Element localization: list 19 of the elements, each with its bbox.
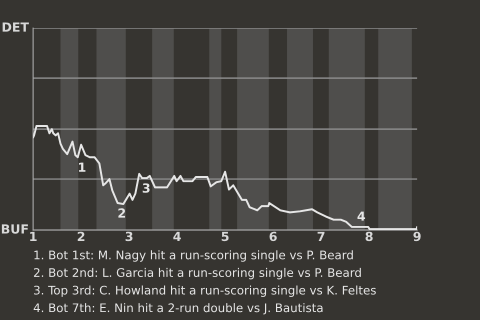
x-tick-label: 4 <box>173 232 181 241</box>
annotation: 4 <box>358 212 366 221</box>
text: 1. Bot 1st: M. Nagy hit a run-scoring single vs P. Beard <box>34 250 353 262</box>
x-tick-label: 5 <box>222 232 229 242</box>
text: 3. Top 3rd: C. Howland hit a run-scoring single vs K. Feltes <box>34 285 376 297</box>
annotation: 2 <box>118 208 126 218</box>
x-tick-label: 6 <box>270 232 277 242</box>
x-tick-label: 1 <box>30 232 37 241</box>
x-tick-label: 9 <box>413 232 421 242</box>
x-tick-label: 8 <box>366 232 373 242</box>
text: 4. Bot 7th: E. Nin hit a 2-run double vs J. Bautista <box>34 303 323 314</box>
ref-line-label: DET <box>2 22 29 32</box>
ref-line-label: BUF <box>2 224 28 234</box>
annotation: 1 <box>78 162 86 172</box>
x-tick-label: 7 <box>318 232 324 241</box>
text: 2. Bot 2nd: L. Garcia hit a run-scoring single vs P. Beard <box>34 268 361 280</box>
annotation: 3 <box>142 183 150 193</box>
x-tick-label: 2 <box>78 232 84 241</box>
x-tick-label: 3 <box>126 232 132 242</box>
